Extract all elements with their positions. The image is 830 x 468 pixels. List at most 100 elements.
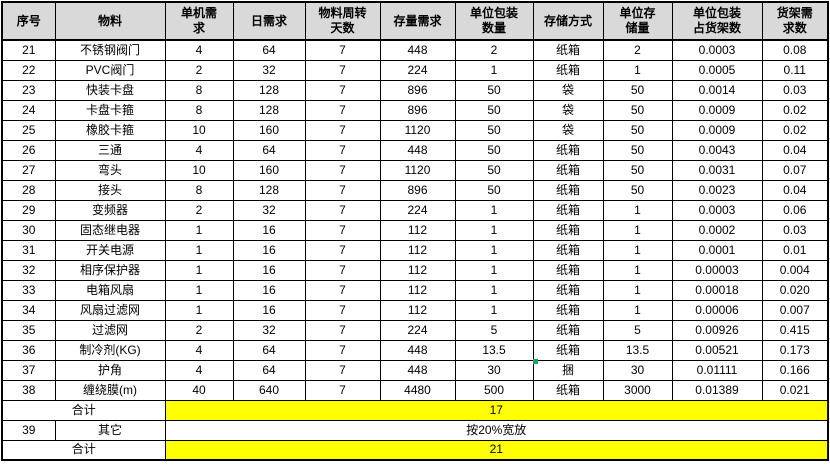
cell[interactable]: 缠绕膜(m) (54, 379, 166, 401)
column-header-5[interactable]: 存量需求 (379, 1, 456, 41)
cell[interactable]: 0.01 (761, 239, 829, 261)
cell[interactable]: 开关电源 (54, 239, 166, 261)
cell[interactable]: 1 (164, 279, 234, 301)
cell[interactable]: 128 (232, 179, 306, 201)
cell[interactable]: 0.0009 (671, 99, 763, 121)
cell[interactable]: 10 (164, 159, 234, 181)
cell[interactable]: 相序保护器 (54, 259, 166, 281)
cell[interactable]: 橡胶卡箍 (54, 119, 166, 141)
cell[interactable]: 纸箱 (532, 319, 604, 341)
column-header-4[interactable]: 物料周转 天数 (304, 1, 381, 41)
cell[interactable]: 0.004 (761, 259, 829, 281)
cell[interactable]: 纸箱 (532, 39, 604, 61)
cell[interactable]: 0.0014 (671, 79, 763, 101)
cell[interactable]: 16 (232, 299, 306, 321)
cell[interactable]: 0.173 (761, 339, 829, 361)
cell[interactable]: 1 (164, 259, 234, 281)
cell[interactable]: 0.00006 (671, 299, 763, 321)
cell[interactable]: 128 (232, 99, 306, 121)
cell[interactable]: 7 (304, 319, 381, 341)
cell[interactable]: 1 (454, 59, 534, 81)
other-name-cell[interactable]: 其它 (54, 419, 166, 441)
cell[interactable]: 纸箱 (532, 59, 604, 81)
cell[interactable]: 37 (1, 359, 56, 381)
cell[interactable]: 448 (379, 39, 456, 61)
cell[interactable]: 7 (304, 219, 381, 241)
cell[interactable]: 纸箱 (532, 159, 604, 181)
other-note-cell[interactable]: 按20%宽放 (164, 419, 829, 441)
subtotal-label-cell[interactable]: 合计 (1, 399, 166, 421)
cell[interactable]: 固态继电器 (54, 219, 166, 241)
cell[interactable]: 0.03 (761, 79, 829, 101)
cell[interactable]: 34 (1, 299, 56, 321)
cell[interactable]: 0.007 (761, 299, 829, 321)
column-header-3[interactable]: 日需求 (232, 1, 306, 41)
cell[interactable]: 7 (304, 299, 381, 321)
cell[interactable]: 7 (304, 279, 381, 301)
cell[interactable]: 2 (164, 319, 234, 341)
cell[interactable]: 7 (304, 79, 381, 101)
cell[interactable]: 3000 (602, 379, 673, 401)
cell[interactable]: 纸箱 (532, 199, 604, 221)
cell[interactable]: 7 (304, 259, 381, 281)
cell[interactable]: 224 (379, 199, 456, 221)
cell[interactable]: 过滤网 (54, 319, 166, 341)
cell[interactable]: 1 (454, 299, 534, 321)
cell[interactable]: 1 (602, 299, 673, 321)
cell[interactable]: 5 (602, 319, 673, 341)
cell[interactable]: 112 (379, 219, 456, 241)
cell[interactable]: 1 (602, 59, 673, 81)
cell[interactable]: 0.0031 (671, 159, 763, 181)
cell[interactable]: 50 (602, 99, 673, 121)
cell[interactable]: 变频器 (54, 199, 166, 221)
cell[interactable]: 0.08 (761, 39, 829, 61)
cell[interactable]: 纸箱 (532, 139, 604, 161)
cell[interactable]: 弯头 (54, 159, 166, 181)
cell[interactable]: 1 (454, 279, 534, 301)
cell[interactable]: 8 (164, 99, 234, 121)
cell[interactable]: 0.00018 (671, 279, 763, 301)
cell[interactable]: 1 (602, 239, 673, 261)
column-header-10[interactable]: 货架需 求数 (761, 1, 829, 41)
column-header-1[interactable]: 物料 (54, 1, 166, 41)
cell[interactable]: 1 (454, 199, 534, 221)
cell[interactable]: 16 (232, 279, 306, 301)
cell[interactable]: 捆 (532, 359, 604, 381)
column-header-2[interactable]: 单机需 求 (164, 1, 234, 41)
cell[interactable]: 128 (232, 79, 306, 101)
cell[interactable]: 7 (304, 119, 381, 141)
cell[interactable]: 7 (304, 139, 381, 161)
cell[interactable]: 30 (1, 219, 56, 241)
cell[interactable]: 0.00926 (671, 319, 763, 341)
cell[interactable]: 4 (164, 139, 234, 161)
cell[interactable]: 纸箱 (532, 279, 604, 301)
cell[interactable]: 7 (304, 39, 381, 61)
cell[interactable]: 7 (304, 199, 381, 221)
cell[interactable]: 40 (164, 379, 234, 401)
cell[interactable]: 32 (232, 199, 306, 221)
cell[interactable]: 32 (232, 319, 306, 341)
cell[interactable]: 30 (454, 359, 534, 381)
cell[interactable]: 896 (379, 79, 456, 101)
grand-total-value-cell[interactable]: 21 (164, 439, 829, 461)
cell[interactable]: 4 (164, 39, 234, 61)
cell[interactable]: 袋 (532, 99, 604, 121)
cell[interactable]: 制冷剂(KG) (54, 339, 166, 361)
cell[interactable]: 0.04 (761, 139, 829, 161)
cell[interactable]: 30 (602, 359, 673, 381)
cell[interactable]: 32 (232, 59, 306, 81)
cell[interactable]: 0.166 (761, 359, 829, 381)
cell[interactable]: 纸箱 (532, 219, 604, 241)
cell[interactable]: 16 (232, 219, 306, 241)
cell[interactable]: 0.0005 (671, 59, 763, 81)
cell[interactable]: 卡盘卡箍 (54, 99, 166, 121)
cell[interactable]: 0.00003 (671, 259, 763, 281)
cell[interactable]: 风扇过滤网 (54, 299, 166, 321)
cell[interactable]: 0.0003 (671, 39, 763, 61)
cell[interactable]: 4 (164, 359, 234, 381)
cell[interactable]: 纸箱 (532, 339, 604, 361)
cell[interactable]: 13.5 (454, 339, 534, 361)
cell[interactable]: 袋 (532, 79, 604, 101)
cell[interactable]: 0.01389 (671, 379, 763, 401)
cell[interactable]: 0.02 (761, 99, 829, 121)
